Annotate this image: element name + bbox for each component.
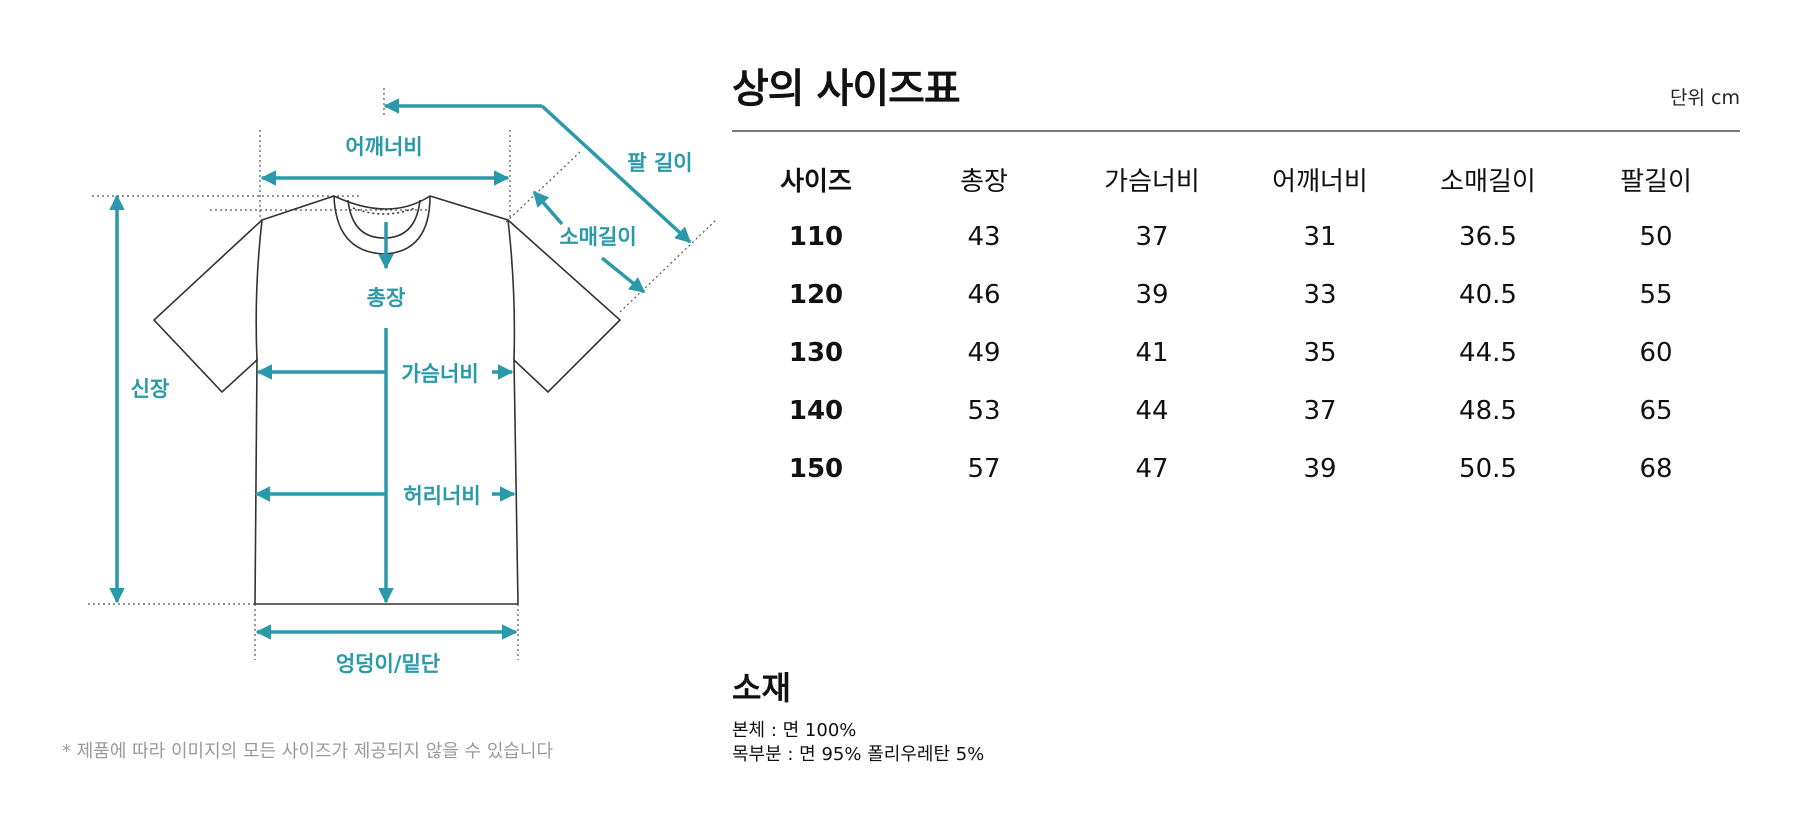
column-header: 소매길이 [1440,166,1536,197]
label-bg [358,280,414,314]
column-header: 사이즈 [780,166,852,197]
table-row: 130 49 41 35 44.5 60 [732,324,1740,382]
table-cell: 40.5 [1459,280,1517,310]
column-header: 총장 [960,166,1008,197]
table-cell: 44 [1135,396,1169,426]
table-cell: 55 [1639,280,1673,310]
table-cell: 44.5 [1459,338,1517,368]
table-cell: 65 [1639,396,1673,426]
table-cell: 35 [1303,338,1337,368]
chest-label: 가슴너비 [401,362,478,386]
table-cell: 33 [1303,280,1337,310]
hem-label: 엉덩이/밑단 [336,652,440,676]
table-cell: 50 [1639,222,1673,252]
label-bg [392,478,492,510]
table-cell: 39 [1135,280,1169,310]
table-cell: 31 [1303,222,1337,252]
height-label: 신장 [131,377,170,401]
table-cell: 49 [967,338,1001,368]
unit-label: 단위 cm [1670,87,1740,109]
label-bg [392,356,492,388]
table-cell: 46 [967,280,1001,310]
size-table: 사이즈 총장 가슴너비 어깨너비 소매길이 팔길이 110 43 37 31 3… [732,150,1740,498]
column-header: 팔길이 [1620,166,1692,197]
shoulder-label: 어깨너비 [345,135,422,159]
table-cell: 120 [788,280,844,310]
material-neck-line: 목부분 : 면 95% 폴리우레탄 5% [732,744,985,765]
table-row: 120 46 39 33 40.5 55 [732,266,1740,324]
column-header: 어깨너비 [1272,166,1368,197]
table-cell: 68 [1639,454,1673,484]
table-row: 110 43 37 31 36.5 50 [732,208,1740,266]
table-cell: 48.5 [1459,396,1517,426]
arm-length-label: 팔 길이 [627,151,692,175]
title-divider [732,130,1740,132]
table-cell: 150 [788,454,844,484]
column-header: 가슴너비 [1104,166,1200,197]
table-cell: 53 [967,396,1001,426]
tshirt-measurement-diagram: 어깨너비 팔 길이 소매길이 총장 신장 가슴너비 허리너비 엉덩이/밑단 [88,88,717,676]
table-cell: 37 [1303,396,1337,426]
table-cell: 41 [1135,338,1169,368]
table-row: 140 53 44 37 48.5 65 [732,382,1740,440]
table-cell: 60 [1639,338,1673,368]
total-length-label: 총장 [367,286,406,310]
table-cell: 43 [967,222,1001,252]
table-cell: 130 [788,338,844,368]
table-cell: 37 [1135,222,1169,252]
table-cell: 47 [1135,454,1169,484]
table-cell: 110 [788,222,844,252]
sleeve-length-label: 소매길이 [559,225,636,249]
page-title: 상의 사이즈표 [732,66,961,112]
measurement-arrows [109,98,692,640]
material-body-line: 본체 : 면 100% [732,720,857,741]
waist-label: 허리너비 [403,484,480,508]
table-cell: 50.5 [1459,454,1517,484]
table-cell: 57 [967,454,1001,484]
table-cell: 39 [1303,454,1337,484]
table-cell: 140 [788,396,844,426]
table-row: 150 57 47 39 50.5 68 [732,440,1740,498]
table-cell: 36.5 [1459,222,1517,252]
material-title: 소재 [732,669,791,707]
table-header-row: 사이즈 총장 가슴너비 어깨너비 소매길이 팔길이 [732,150,1740,208]
footnote: * 제품에 따라 이미지의 모든 사이즈가 제공되지 않을 수 있습니다 [62,741,554,762]
